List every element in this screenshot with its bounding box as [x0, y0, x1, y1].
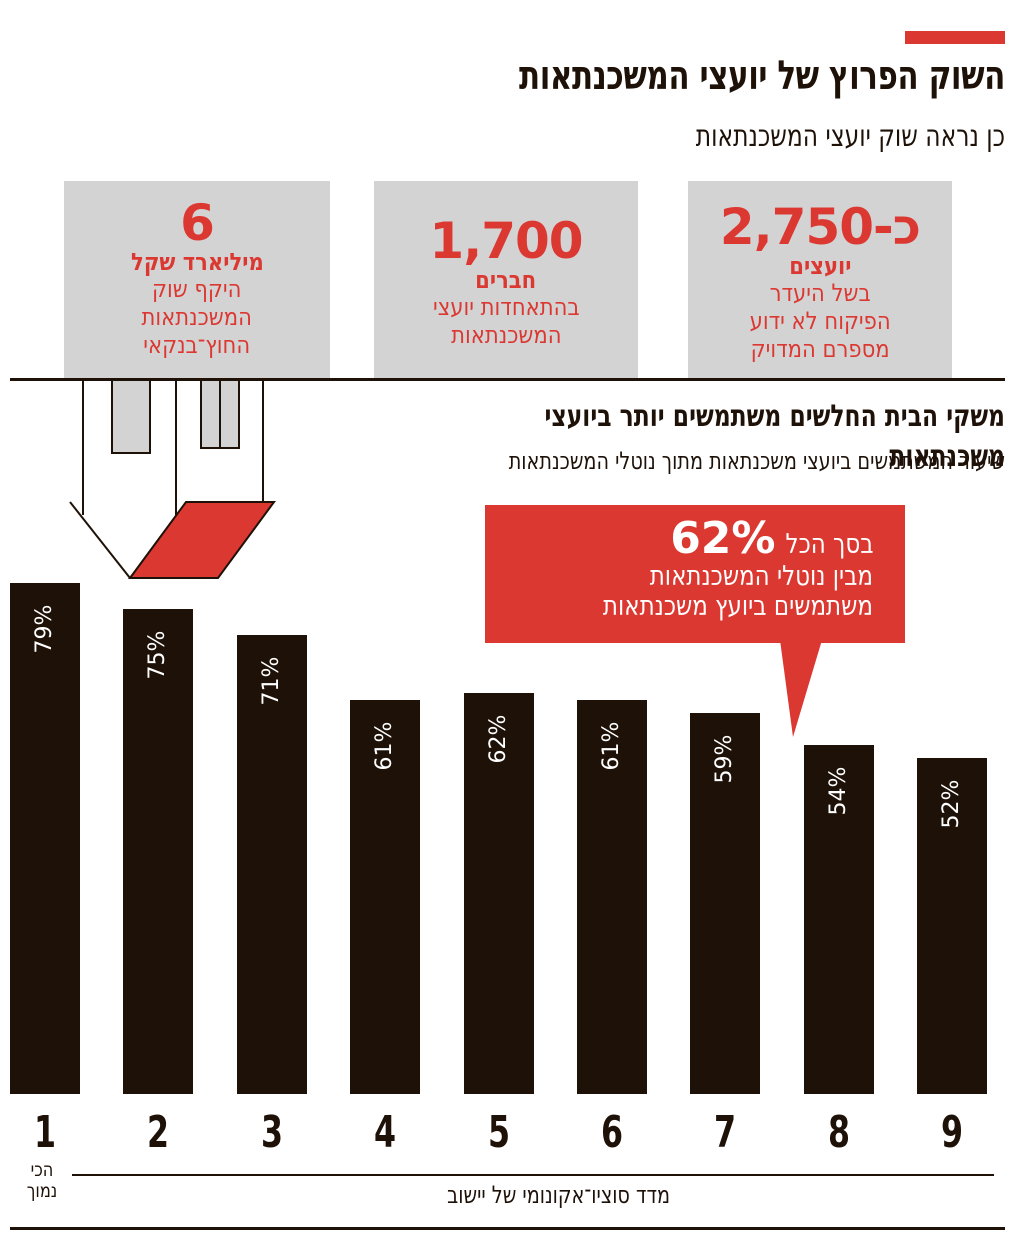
x-tick-6: 6	[600, 1107, 624, 1158]
stat-box-market-size: 6 מיליארד שקל היקף שוק המשכנתאות החוץ־בנ…	[64, 181, 330, 379]
bar-7: 59%	[690, 713, 760, 1094]
stat-unit: מיליארד שקל	[130, 248, 264, 276]
stat-description: בשל היעדר הפיקוח לא ידוע מספרם המדויק	[749, 279, 891, 363]
bar-9: 52%	[917, 758, 987, 1094]
bar-5: 62%	[464, 693, 534, 1094]
bar-value-label: 61%	[599, 721, 624, 771]
accent-bar	[905, 31, 1005, 44]
bar-value-label: 75%	[145, 630, 170, 680]
page-subtitle: כן נראה שוק יועצי המשכנתאות	[695, 119, 1005, 154]
x-axis-line	[72, 1174, 994, 1176]
stat-description: היקף שוק המשכנתאות החוץ־בנקאי	[141, 275, 253, 359]
stat-box-members: 1,700 חברים בהתאחדות יועצי המשכנתאות	[374, 181, 638, 379]
x-tick-1: 1	[33, 1107, 57, 1158]
bar-value-label: 71%	[259, 656, 284, 706]
callout-value: 62%	[670, 513, 776, 564]
x-tick-9: 9	[940, 1107, 964, 1158]
section-title: משקי הבית החלשים משתמשים יותר ביועצי משכ…	[544, 399, 1005, 474]
bar-value-label: 61%	[372, 721, 397, 771]
callout-line-3: משתמשים ביועץ משכנתאות	[602, 591, 873, 622]
bar-3: 71%	[237, 635, 307, 1094]
bar-2: 75%	[123, 609, 193, 1094]
x-tick-5: 5	[487, 1107, 511, 1158]
bar-value-label: 62%	[486, 714, 511, 764]
page-title: השוק הפרוץ של יועצי המשכנתאות	[518, 53, 1005, 99]
divider-top	[10, 378, 1005, 381]
x-tick-3: 3	[260, 1107, 284, 1158]
bar-6: 61%	[577, 700, 647, 1094]
bar-8: 54%	[804, 745, 874, 1094]
total-callout: בסך הכל 62% מבין נוטלי המשכנתאות משתמשים…	[485, 505, 905, 643]
x-tick-4: 4	[373, 1107, 397, 1158]
bar-value-label: 52%	[939, 779, 964, 829]
funnel-illustration-icon	[69, 379, 276, 579]
bar-value-label: 54%	[826, 766, 851, 816]
section-subtitle: שיעור המשתמשים ביועצי משכנתאות מתוך נוטל…	[508, 447, 1005, 475]
divider-bottom	[10, 1227, 1005, 1230]
callout-pointer-icon	[780, 640, 822, 737]
stat-value: 1,700	[429, 212, 583, 270]
stat-value: כ-2,750	[719, 198, 921, 256]
stat-box-advisors: כ-2,750 יועצים בשל היעדר הפיקוח לא ידוע …	[688, 181, 952, 379]
x-axis-title: מדד סוציו־אקונומי של יישוב	[447, 1181, 670, 1209]
x-tick-7: 7	[713, 1107, 737, 1158]
x-tick-8: 8	[827, 1107, 851, 1158]
stat-unit: חברים	[475, 266, 537, 294]
bar-value-label: 59%	[712, 734, 737, 784]
lowest-label: הכי נמוך	[26, 1159, 58, 1202]
stat-unit: יועצים	[788, 252, 852, 280]
bar-value-label: 79%	[32, 604, 57, 654]
x-tick-2: 2	[146, 1107, 170, 1158]
callout-line-2: מבין נוטלי המשכנתאות	[649, 561, 873, 592]
bar-1: 79%	[10, 583, 80, 1094]
bar-4: 61%	[350, 700, 420, 1094]
callout-label: בסך הכל	[785, 529, 873, 560]
stat-description: בהתאחדות יועצי המשכנתאות	[432, 293, 580, 349]
stat-value: 6	[180, 194, 215, 252]
